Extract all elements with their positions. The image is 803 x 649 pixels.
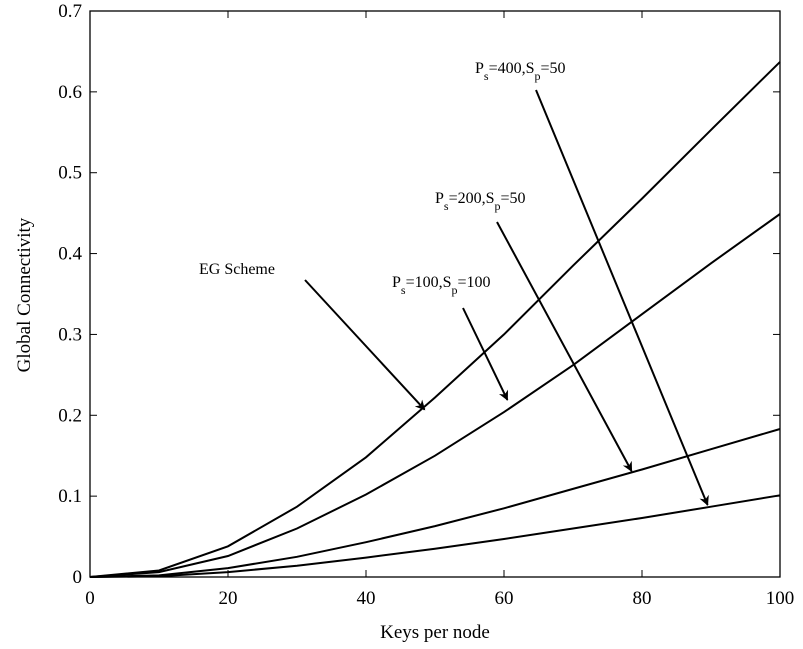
y-axis-ticks: 0 0.1 0.2 0.3 0.4 0.5 0.6 0.7 [58, 1, 780, 588]
x-tick-label: 0 [85, 588, 95, 609]
y-tick-label: 0.1 [58, 486, 82, 507]
y-tick-label: 0.4 [58, 244, 82, 265]
annotation-eg-scheme: EG Scheme [199, 261, 275, 278]
x-tick-label: 20 [219, 588, 238, 609]
series-line-1 [89, 61, 781, 578]
series-layer [89, 61, 781, 578]
y-tick-label: 0 [73, 567, 83, 588]
y-tick-label: 0.3 [58, 324, 82, 345]
x-tick-label: 60 [495, 588, 514, 609]
y-tick-label: 0.6 [58, 82, 82, 103]
y-tick-label: 0.5 [58, 163, 82, 184]
x-tick-label: 100 [766, 588, 795, 609]
y-tick-label: 0.7 [58, 1, 82, 22]
y-tick-label: 0.2 [58, 405, 82, 426]
plot-area-frame [89, 10, 781, 578]
annotation-ps100-sp100: Ps=100,Sp=100 [392, 274, 491, 297]
x-tick-label: 80 [633, 588, 652, 609]
x-tick-label: 40 [357, 588, 376, 609]
annotation-arrow-3 [496, 221, 633, 472]
annotation-arrow-4 [535, 89, 709, 506]
x-axis-label: Keys per node [380, 622, 490, 643]
y-axis-label: Global Connectivity [14, 217, 35, 372]
annotation-ps400-sp50: Ps=400,Sp=50 [475, 60, 566, 83]
annotation-arrow-1 [304, 279, 426, 411]
annotation-arrow-2 [462, 307, 509, 401]
series-line-3 [89, 428, 781, 578]
series-line-4 [89, 494, 781, 578]
x-axis-ticks: 0 20 40 60 80 100 [85, 11, 794, 609]
series-line-2 [89, 213, 781, 578]
annotation-ps200-sp50: Ps=200,Sp=50 [435, 190, 526, 213]
annotation-layer [304, 89, 709, 506]
